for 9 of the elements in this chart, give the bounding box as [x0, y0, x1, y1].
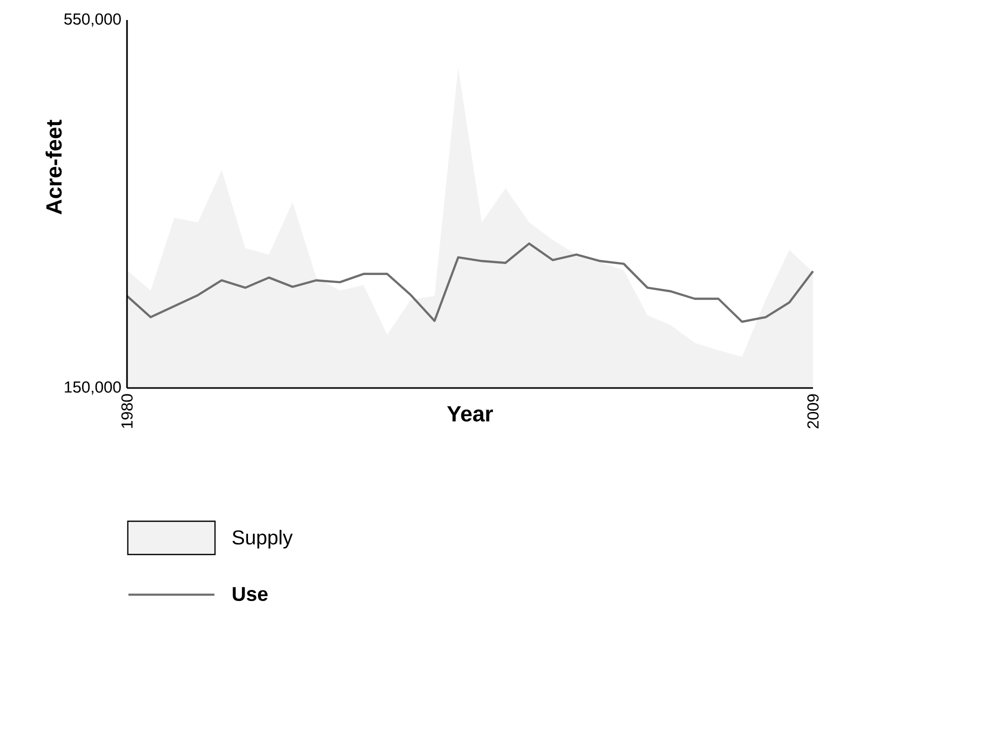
- x-axis-title: Year: [447, 406, 493, 422]
- y-tick-label: 150,000: [64, 381, 121, 395]
- y-tick-label: 550,000: [64, 13, 121, 27]
- line-series: [126, 242, 814, 323]
- y-axis-title: Acre-feet: [46, 120, 62, 214]
- x-tick-label: 2009: [807, 394, 819, 428]
- x-tick-label: 1980: [121, 394, 133, 428]
- legend-label: Supply: [232, 530, 293, 549]
- legend-label: Use: [232, 587, 268, 602]
